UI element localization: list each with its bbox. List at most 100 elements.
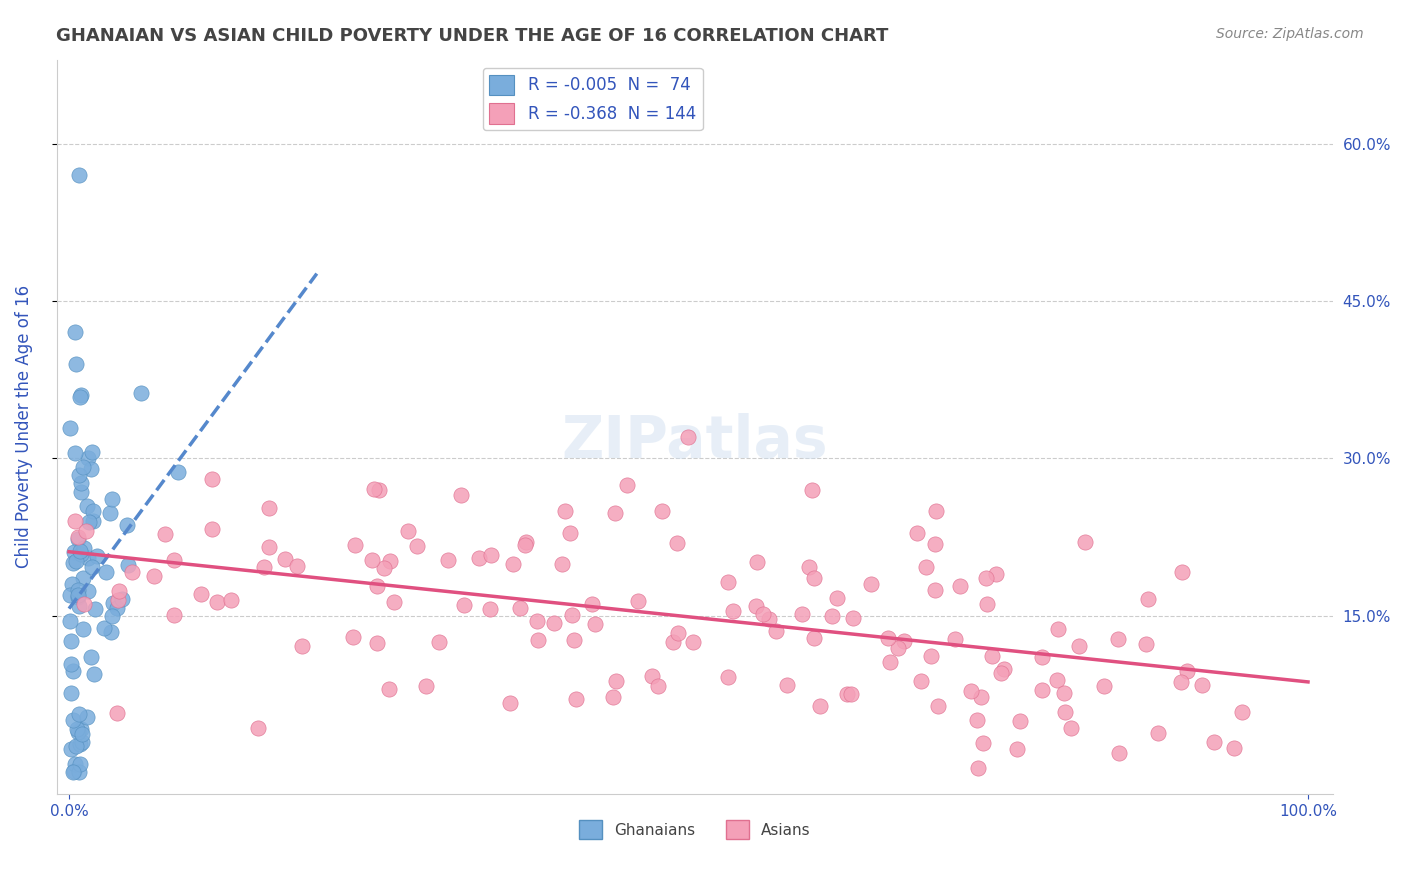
Point bbox=[117, 558, 139, 572]
Point bbox=[67, 706, 90, 721]
Point bbox=[1031, 683, 1053, 698]
Point bbox=[63, 446, 86, 460]
Point bbox=[80, 462, 103, 476]
Point bbox=[651, 503, 673, 517]
Point bbox=[1202, 734, 1225, 748]
Point bbox=[1031, 650, 1053, 665]
Point bbox=[905, 526, 928, 541]
Point bbox=[969, 690, 991, 704]
Point bbox=[163, 553, 186, 567]
Point bbox=[396, 524, 419, 538]
Point bbox=[76, 710, 98, 724]
Point bbox=[82, 515, 104, 529]
Point bbox=[453, 598, 475, 612]
Point bbox=[59, 589, 82, 603]
Point bbox=[366, 579, 388, 593]
Point bbox=[291, 640, 314, 654]
Point bbox=[1136, 592, 1159, 607]
Point bbox=[1146, 725, 1168, 739]
Point bbox=[70, 727, 93, 741]
Point bbox=[166, 465, 188, 479]
Point bbox=[378, 553, 401, 567]
Point bbox=[76, 451, 98, 466]
Point bbox=[98, 506, 121, 520]
Point bbox=[257, 500, 280, 515]
Point bbox=[665, 536, 688, 550]
Point bbox=[201, 472, 224, 486]
Point bbox=[745, 555, 768, 569]
Point bbox=[776, 678, 799, 692]
Point bbox=[60, 657, 83, 671]
Point bbox=[382, 595, 405, 609]
Point bbox=[803, 571, 825, 585]
Point bbox=[72, 622, 94, 636]
Point bbox=[257, 540, 280, 554]
Point bbox=[554, 504, 576, 518]
Point bbox=[361, 553, 384, 567]
Point bbox=[342, 630, 364, 644]
Point bbox=[925, 504, 948, 518]
Point bbox=[543, 615, 565, 630]
Point bbox=[842, 611, 865, 625]
Point bbox=[1053, 706, 1076, 720]
Point bbox=[924, 583, 946, 598]
Point bbox=[887, 641, 910, 656]
Point bbox=[561, 607, 583, 622]
Point bbox=[67, 764, 90, 779]
Point bbox=[129, 385, 152, 400]
Point bbox=[1175, 664, 1198, 678]
Point bbox=[62, 713, 84, 727]
Point bbox=[73, 597, 96, 611]
Point bbox=[80, 560, 103, 574]
Point bbox=[65, 357, 87, 371]
Point bbox=[515, 534, 537, 549]
Point bbox=[63, 764, 86, 778]
Point bbox=[67, 725, 90, 739]
Point bbox=[1074, 535, 1097, 549]
Point bbox=[810, 698, 832, 713]
Point bbox=[1008, 714, 1031, 729]
Point bbox=[990, 666, 1012, 681]
Point bbox=[647, 679, 669, 693]
Point bbox=[66, 530, 89, 544]
Point bbox=[976, 598, 998, 612]
Point bbox=[207, 595, 229, 609]
Point bbox=[69, 390, 91, 404]
Point bbox=[86, 549, 108, 563]
Point bbox=[993, 663, 1015, 677]
Point bbox=[1005, 741, 1028, 756]
Point bbox=[758, 612, 780, 626]
Point bbox=[77, 583, 100, 598]
Point bbox=[1046, 673, 1069, 687]
Point bbox=[247, 721, 270, 735]
Point bbox=[984, 567, 1007, 582]
Point bbox=[893, 634, 915, 648]
Point bbox=[479, 548, 502, 562]
Point bbox=[83, 666, 105, 681]
Point bbox=[717, 574, 740, 589]
Point bbox=[65, 554, 87, 568]
Point bbox=[972, 736, 994, 750]
Point bbox=[84, 602, 107, 616]
Point bbox=[77, 515, 100, 529]
Point bbox=[67, 168, 90, 182]
Point bbox=[526, 633, 548, 648]
Point bbox=[662, 634, 685, 648]
Point bbox=[72, 460, 94, 475]
Point bbox=[1053, 686, 1076, 700]
Point bbox=[59, 421, 82, 435]
Point bbox=[63, 326, 86, 340]
Point bbox=[1222, 740, 1244, 755]
Point bbox=[927, 699, 949, 714]
Point bbox=[1060, 721, 1083, 735]
Point bbox=[367, 483, 389, 497]
Point bbox=[924, 537, 946, 551]
Point bbox=[502, 558, 524, 572]
Point bbox=[616, 477, 638, 491]
Point bbox=[219, 593, 242, 607]
Point bbox=[62, 664, 84, 678]
Point bbox=[94, 565, 117, 579]
Point bbox=[378, 681, 401, 696]
Point bbox=[59, 614, 82, 628]
Point bbox=[949, 579, 972, 593]
